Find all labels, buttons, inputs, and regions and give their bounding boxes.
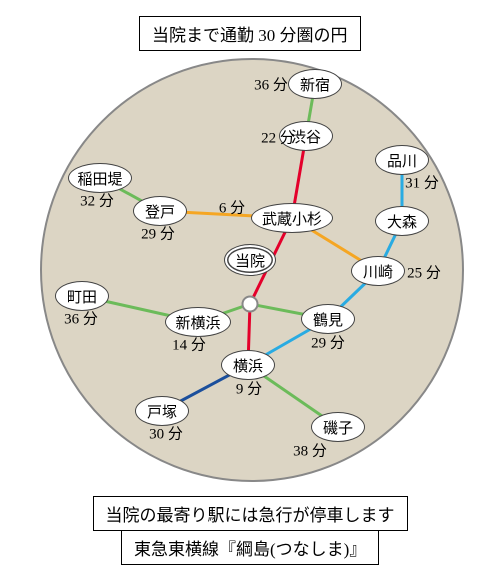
station-node-isogo: 磯子 <box>311 412 365 442</box>
time-label: 31 分 <box>405 172 439 193</box>
time-label: 22 分 <box>261 127 295 148</box>
station-label: 渋谷 <box>291 126 321 147</box>
time-label: 32 分 <box>80 190 114 211</box>
time-label: 29 分 <box>141 223 175 244</box>
station-label: 大森 <box>387 211 417 232</box>
station-label: 磯子 <box>323 417 353 438</box>
station-node-inadazutsumi: 稲田堤 <box>68 163 132 193</box>
center-node: 当院 <box>224 244 276 276</box>
footer-note-1-text: 当院の最寄り駅には急行が停車します <box>106 506 395 525</box>
title-box: 当院まで通勤 30 分圏の円 <box>139 16 361 51</box>
footer-note-2-text: 東急東横線『綱島(つなしま)』 <box>134 540 366 559</box>
station-label: 新宿 <box>300 74 330 95</box>
station-label: 町田 <box>67 286 97 307</box>
station-node-noborito: 登戸 <box>133 196 187 226</box>
station-label: 戸塚 <box>147 401 177 422</box>
time-label: 6 分 <box>219 197 245 218</box>
station-node-kawasaki: 川崎 <box>351 256 405 286</box>
center-label: 当院 <box>235 250 265 271</box>
station-label: 品川 <box>387 150 417 171</box>
time-label: 30 分 <box>149 423 183 444</box>
station-node-omori: 大森 <box>375 206 429 236</box>
station-label: 新横浜 <box>175 312 220 333</box>
time-label: 36 分 <box>254 74 288 95</box>
station-node-totsuka: 戸塚 <box>135 396 189 426</box>
station-node-tsurumi: 鶴見 <box>301 304 355 334</box>
title-text: 当院まで通勤 30 分圏の円 <box>152 26 348 45</box>
station-node-yokohama: 横浜 <box>221 350 275 380</box>
station-node-machida: 町田 <box>55 281 109 311</box>
hub-dot <box>242 296 259 313</box>
station-label: 稲田堤 <box>77 168 122 189</box>
station-label: 武蔵小杉 <box>262 208 322 229</box>
time-label: 14 分 <box>172 334 206 355</box>
time-label: 36 分 <box>64 308 98 329</box>
footer-note-1: 当院の最寄り駅には急行が停車します <box>93 496 408 531</box>
time-label: 9 分 <box>236 378 262 399</box>
station-label: 登戸 <box>145 201 175 222</box>
station-label: 横浜 <box>233 355 263 376</box>
time-label: 25 分 <box>407 262 441 283</box>
station-node-shinyokohama: 新横浜 <box>165 307 231 337</box>
time-label: 38 分 <box>293 440 327 461</box>
time-label: 29 分 <box>311 332 345 353</box>
station-label: 鶴見 <box>313 309 343 330</box>
station-label: 川崎 <box>363 261 393 282</box>
station-node-shinjuku: 新宿 <box>288 69 342 99</box>
station-node-musashikosugi: 武蔵小杉 <box>251 203 333 233</box>
station-node-shinagawa: 品川 <box>375 145 429 175</box>
